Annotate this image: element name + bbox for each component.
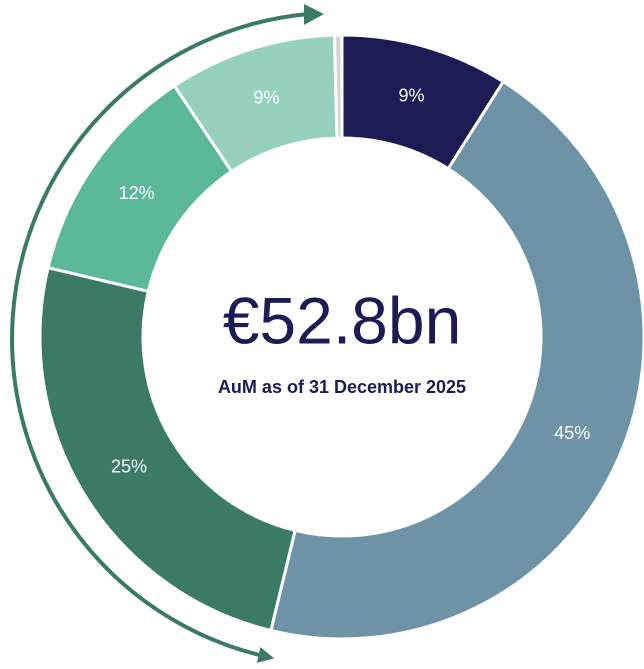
arrow-arc	[10, 12, 309, 663]
donut-slice	[38, 265, 297, 633]
arrow-head	[304, 4, 324, 25]
slice-label: 9%	[254, 87, 280, 107]
chart-title: €52.8bn	[223, 283, 462, 357]
chart-subtitle: AuM as of 31 December 2025	[218, 377, 466, 397]
slice-label: 12%	[119, 183, 155, 203]
slice-label: 45%	[554, 423, 590, 443]
donut-slice	[332, 33, 344, 140]
slice-label: 9%	[398, 86, 424, 106]
donut-slice	[269, 79, 644, 641]
slice-label: 25%	[111, 457, 147, 477]
